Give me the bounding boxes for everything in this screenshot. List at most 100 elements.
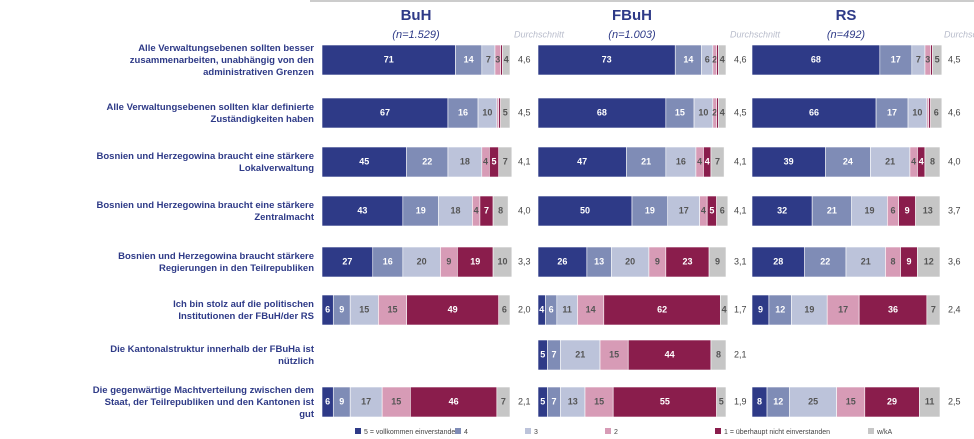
- segment-label: 7: [551, 349, 556, 359]
- bar-segment: [826, 294, 860, 326]
- segment-label: 4: [705, 156, 710, 166]
- bar-segment: [502, 44, 511, 76]
- bar-segment: [321, 195, 404, 227]
- bar-segment: [751, 97, 877, 129]
- segment-label: 9: [339, 396, 344, 406]
- segment-label: 6: [325, 396, 330, 406]
- bar-segment: [537, 44, 676, 76]
- bar-segment: [930, 97, 943, 129]
- segment-label: 23: [682, 256, 692, 266]
- bar-segment: [915, 195, 941, 227]
- bar-segment: [665, 97, 695, 129]
- segment-label: 8: [890, 256, 895, 266]
- bar-segment: [791, 294, 828, 326]
- segment-label: 47: [577, 156, 587, 166]
- segment-label: 36: [888, 304, 898, 314]
- segment-label: 4: [722, 304, 727, 314]
- segment-label: 3: [495, 54, 500, 64]
- segment-label: 15: [594, 396, 604, 406]
- segment-label: 6: [934, 107, 939, 117]
- bar-segment: [804, 246, 847, 278]
- bar-segment: [811, 195, 852, 227]
- segment-label: 14: [683, 54, 693, 64]
- segment-label: 7: [484, 205, 489, 215]
- segment-label: 17: [679, 205, 689, 215]
- segment-label: 9: [758, 304, 763, 314]
- segment-label: 4: [697, 156, 702, 166]
- category-label: Die gegenwärtige Machtverteilung zwische…: [93, 385, 315, 420]
- bar-segment: [751, 246, 805, 278]
- bar-segment: [716, 386, 727, 418]
- segment-label: 24: [843, 156, 853, 166]
- segment-label: 19: [645, 205, 655, 215]
- bar-segment: [870, 146, 911, 178]
- segment-label: 21: [641, 156, 651, 166]
- segment-label: 5: [719, 396, 724, 406]
- bar-segment: [718, 44, 727, 76]
- category-label: Bosnien und Herzegowina braucht eine stä…: [97, 151, 315, 174]
- segment-label: 4: [911, 156, 916, 166]
- bar-segment: [917, 246, 941, 278]
- legend-swatch: [715, 428, 721, 434]
- segment-label: 32: [777, 205, 787, 215]
- bar-segment: [718, 97, 727, 129]
- segment-label: 5: [503, 107, 508, 117]
- average-value: 2,4: [948, 304, 961, 314]
- bar-segment: [537, 146, 627, 178]
- segment-label: 17: [838, 304, 848, 314]
- segment-label: 27: [342, 256, 352, 266]
- bar-segment: [845, 246, 886, 278]
- segment-label: 20: [417, 256, 427, 266]
- bar-segment: [406, 294, 500, 326]
- segment-label: 4: [720, 54, 725, 64]
- category-label: Ich bin stolz auf die politischen Institu…: [173, 299, 314, 322]
- bar-segment: [603, 294, 721, 326]
- segment-label: 11: [562, 304, 572, 314]
- segment-label: 15: [675, 107, 685, 117]
- bar-segment: [708, 246, 727, 278]
- bar-segment: [321, 97, 449, 129]
- bar-segment: [496, 386, 511, 418]
- segment-label: 10: [497, 256, 507, 266]
- bar-segment: [447, 146, 483, 178]
- average-value: 2,1: [518, 396, 531, 406]
- segment-label: 9: [339, 304, 344, 314]
- segment-label: 4: [474, 205, 479, 215]
- bar-segment: [716, 195, 729, 227]
- bar-segment: [665, 146, 697, 178]
- bar-segment: [537, 195, 633, 227]
- average-value: 4,5: [518, 107, 531, 117]
- segment-label: 8: [757, 396, 762, 406]
- segment-label: 25: [808, 396, 818, 406]
- average-value: 3,7: [948, 205, 961, 215]
- segment-label: 11: [925, 396, 935, 406]
- segment-label: 17: [891, 54, 901, 64]
- average-value: 4,1: [734, 156, 747, 166]
- segment-label: 4: [720, 107, 725, 117]
- bar-segment: [611, 246, 650, 278]
- legend-swatch: [355, 428, 361, 434]
- average-value: 4,6: [518, 54, 531, 64]
- panel-subtitle: (n=492): [827, 29, 866, 41]
- average-value: 4,5: [948, 54, 961, 64]
- legend-label: 1 = überhaupt nicht einverstanden: [724, 429, 830, 436]
- segment-label: 16: [458, 107, 468, 117]
- category-label: Alle Verwaltungsebenen sollten klar defi…: [107, 102, 315, 125]
- segment-label: 62: [657, 304, 667, 314]
- bar-segment: [825, 146, 871, 178]
- bar-segment: [402, 195, 439, 227]
- segment-label: 67: [380, 107, 390, 117]
- panel-title: FBuH: [612, 7, 652, 24]
- average-value: 2,1: [734, 349, 747, 359]
- segment-label: 43: [357, 205, 367, 215]
- segment-label: 20: [625, 256, 635, 266]
- segment-label: 17: [361, 396, 371, 406]
- bar-segment: [498, 294, 511, 326]
- segment-label: 4: [504, 54, 509, 64]
- segment-label: 15: [846, 396, 856, 406]
- segment-label: 9: [446, 256, 451, 266]
- segment-label: 18: [460, 156, 470, 166]
- segment-label: 7: [931, 304, 936, 314]
- segment-label: 6: [549, 304, 554, 314]
- segment-label: 49: [448, 304, 458, 314]
